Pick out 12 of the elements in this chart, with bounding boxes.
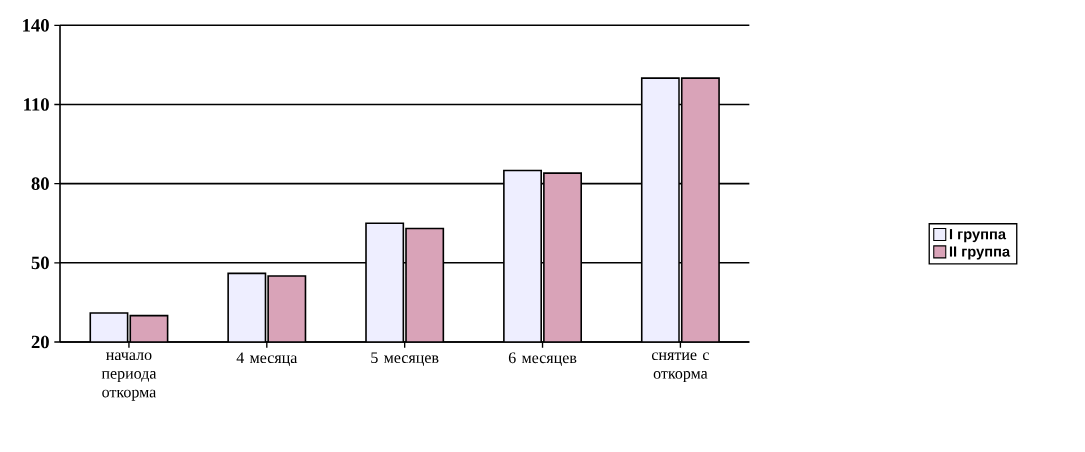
x-tick-label: 4 месяца [236,352,298,367]
legend-label: I группа [949,229,1007,243]
x-tick-label: 5 месяцев [371,352,439,366]
x-tick-label: 6 месяцев [508,352,577,367]
legend-label: II группа [949,246,1011,260]
y-tick-label: 50 [31,256,49,270]
y-tick-label: 20 [31,335,49,349]
y-tick-label: 140 [23,19,49,32]
x-tick-label: начало периода откорма [101,352,157,401]
y-tick-label: 80 [31,177,49,190]
y-tick-label: 110 [24,98,49,111]
x-tick-label: снятие с откорма [651,352,709,382]
